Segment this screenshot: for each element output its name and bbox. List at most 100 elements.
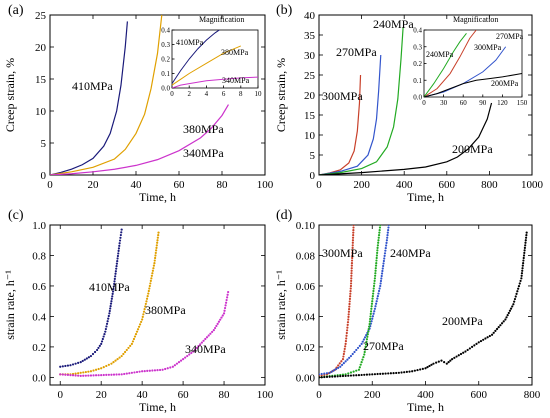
- series-point-240MPa: [372, 287, 375, 290]
- x-tick-label: 40: [137, 389, 149, 401]
- series-point-380MPa: [129, 344, 132, 347]
- series-point-410MPa: [110, 300, 113, 303]
- series-point-270MPa: [384, 246, 387, 250]
- series-point-200MPa: [451, 357, 454, 361]
- series-point-240MPa: [347, 372, 350, 375]
- series-point-200MPa: [457, 354, 460, 357]
- series-point-380MPa: [134, 333, 138, 336]
- series-point-410MPa: [104, 327, 107, 331]
- series-point-200MPa: [403, 371, 406, 374]
- x-tick-label: 0: [47, 179, 53, 191]
- series-point-380MPa: [97, 367, 100, 371]
- series-point-380MPa: [148, 284, 151, 288]
- series-point-380MPa: [157, 234, 160, 237]
- series-point-240MPa: [369, 315, 372, 318]
- series-point-200MPa: [428, 364, 431, 368]
- series-point-340MPa: [205, 336, 209, 339]
- series-point-200MPa: [397, 371, 400, 374]
- series-point-340MPa: [102, 373, 105, 377]
- series-point-340MPa: [221, 314, 224, 317]
- series-point-270MPa: [379, 279, 383, 283]
- series-point-340MPa: [79, 374, 82, 377]
- series-point-380MPa: [151, 272, 154, 275]
- y-tick-label: 35: [304, 30, 316, 42]
- series-point-240MPa: [376, 249, 379, 252]
- series-annotation: 240MPa: [390, 246, 431, 260]
- series-annotation: 340MPa: [183, 146, 224, 160]
- series-point-340MPa: [130, 371, 134, 374]
- series-point-380MPa: [145, 297, 149, 300]
- series-point-240MPa: [372, 289, 375, 293]
- series-point-340MPa: [193, 348, 197, 351]
- series-point-380MPa: [87, 370, 90, 373]
- series-point-340MPa: [219, 318, 222, 321]
- series-point-340MPa: [112, 373, 116, 376]
- series-point-380MPa: [77, 372, 80, 375]
- inset-series-group: [424, 30, 522, 97]
- series-point-410MPa: [95, 348, 99, 352]
- series-point-200MPa: [513, 300, 516, 303]
- x-tick-label: 200: [364, 389, 381, 401]
- series-annotation: 380MPa: [145, 303, 186, 317]
- inset-series-line-340MPa: [172, 76, 258, 88]
- series-point-270MPa: [360, 342, 363, 345]
- series-point-200MPa: [413, 369, 416, 372]
- series-point-300MPa: [349, 295, 352, 298]
- series-point-200MPa: [349, 374, 353, 377]
- series-point-410MPa: [97, 346, 100, 350]
- series-point-300MPa: [350, 259, 354, 262]
- series-point-200MPa: [504, 318, 507, 321]
- x-axis-label: Time, h: [139, 400, 176, 414]
- series-point-380MPa: [148, 287, 151, 290]
- series-point-380MPa: [120, 354, 123, 358]
- series-point-380MPa: [105, 364, 108, 368]
- series-point-340MPa: [207, 334, 210, 337]
- series-point-240MPa: [374, 274, 377, 277]
- series-point-200MPa: [336, 375, 339, 378]
- series-point-410MPa: [111, 292, 114, 295]
- series-point-340MPa: [143, 369, 146, 373]
- series-point-240MPa: [369, 312, 372, 315]
- series-point-200MPa: [379, 372, 382, 375]
- series-point-300MPa: [349, 284, 353, 288]
- series-point-300MPa: [346, 326, 349, 329]
- series-point-300MPa: [344, 340, 348, 343]
- series-point-270MPa: [373, 307, 377, 310]
- series-point-410MPa: [71, 363, 75, 366]
- series-point-380MPa: [152, 267, 155, 270]
- series-point-380MPa: [100, 367, 103, 370]
- series-point-240MPa: [364, 343, 368, 346]
- y-tick-label: 0.06: [296, 281, 316, 293]
- series-point-340MPa: [224, 304, 227, 307]
- inset-y-tick-label: 0.2: [413, 60, 422, 68]
- series-point-300MPa: [343, 350, 346, 353]
- inset-series-line-200MPa: [424, 73, 522, 97]
- series-point-270MPa: [362, 338, 365, 341]
- series-point-200MPa: [325, 375, 329, 379]
- series-point-380MPa: [145, 300, 148, 303]
- series-point-270MPa: [385, 244, 388, 247]
- series-point-270MPa: [383, 252, 387, 255]
- series-point-240MPa: [358, 366, 361, 369]
- series-point-200MPa: [523, 249, 526, 252]
- plot-frame: [49, 224, 266, 386]
- series-point-380MPa: [147, 289, 150, 293]
- series-point-200MPa: [447, 361, 450, 364]
- series-point-200MPa: [453, 356, 456, 359]
- inset-annotation: 200MPa: [491, 79, 519, 88]
- inset-y-tick-label: 0.1: [413, 77, 422, 85]
- inset-series-line-380MPa: [172, 45, 241, 86]
- x-axis-label: Time, h: [407, 190, 444, 204]
- series-point-380MPa: [84, 370, 87, 374]
- series-point-200MPa: [508, 309, 512, 312]
- series-point-380MPa: [155, 249, 158, 252]
- series-point-200MPa: [488, 334, 491, 338]
- series-point-270MPa: [344, 360, 347, 363]
- series-point-200MPa: [506, 314, 509, 317]
- series-point-410MPa: [61, 365, 64, 368]
- series-point-200MPa: [512, 303, 515, 306]
- series-point-340MPa: [216, 322, 219, 325]
- series-point-270MPa: [378, 287, 381, 290]
- series-point-300MPa: [352, 231, 355, 234]
